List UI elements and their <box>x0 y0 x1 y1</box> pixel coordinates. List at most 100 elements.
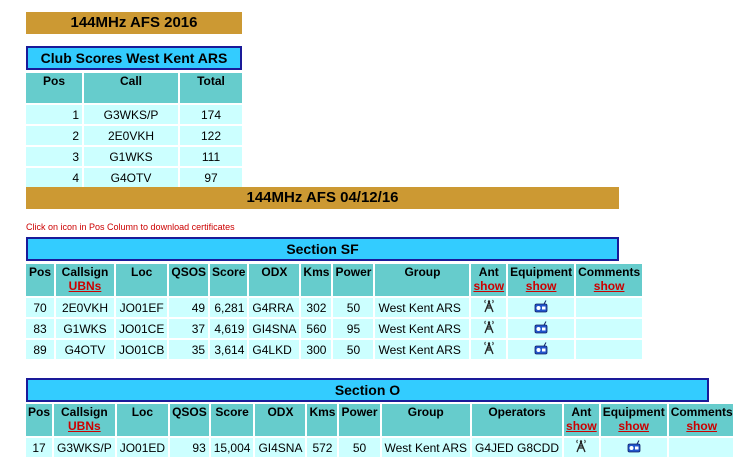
col-ant-label: Ant <box>478 265 499 279</box>
comments-cell <box>668 438 733 457</box>
antenna-cell <box>564 438 599 457</box>
table-row: 89 G4OTV JO01CB 35 3,614 G4LKD 300 50 West Kent … <box>26 340 643 359</box>
odx-cell: G4LKD <box>249 340 300 359</box>
col-callsign-label: Callsign <box>61 265 109 279</box>
antenna-icon[interactable] <box>483 299 495 316</box>
odx-cell: GI4SNA <box>249 319 300 338</box>
col-ant: Ant show <box>471 264 507 296</box>
callsign-cell: G4OTV <box>56 340 114 359</box>
odx-cell: GI4SNA <box>255 438 306 457</box>
col-qsos: QSOS <box>170 404 209 436</box>
table-row: 1 G3WKS/P 174 <box>26 105 242 124</box>
col-pos: Pos <box>26 404 53 436</box>
col-pos: Pos <box>26 264 54 296</box>
radio-cell <box>508 298 575 317</box>
antenna-cell <box>471 340 507 359</box>
comments-cell <box>576 298 643 317</box>
pos-cell: 2 <box>26 126 82 145</box>
table-row: 2 2E0VKH 122 <box>26 126 242 145</box>
qsos-cell: 35 <box>169 340 209 359</box>
power-cell: 50 <box>333 340 374 359</box>
total-cell: 111 <box>180 147 242 166</box>
callsign-cell: G3WKS/P <box>54 438 115 457</box>
col-kms: Kms <box>307 404 338 436</box>
qsos-cell: 49 <box>169 298 209 317</box>
col-power: Power <box>339 404 380 436</box>
equipment-show-link[interactable]: show <box>525 279 557 293</box>
col-callsign: Callsign UBNs <box>54 404 115 436</box>
radio-cell <box>508 319 575 338</box>
col-comments: Comments show <box>668 404 733 436</box>
power-cell: 50 <box>333 298 374 317</box>
score-cell: 15,004 <box>210 438 254 457</box>
col-score: Score <box>210 264 248 296</box>
col-ant-label: Ant <box>571 405 592 419</box>
equipment-show-link[interactable]: show <box>618 419 650 433</box>
col-call: Call <box>84 73 178 103</box>
col-power: Power <box>333 264 374 296</box>
ant-show-link[interactable]: show <box>566 419 597 433</box>
col-kms: Kms <box>301 264 332 296</box>
section-o-title: Section O <box>26 378 709 402</box>
total-cell: 122 <box>180 126 242 145</box>
col-qsos: QSOS <box>169 264 209 296</box>
table-row: 83 G1WKS JO01CE 37 4,619 GI4SNA 560 95 West Kent… <box>26 319 643 338</box>
radio-icon[interactable] <box>534 341 548 358</box>
club-scores-title: Club Scores West Kent ARS <box>26 46 242 70</box>
col-comments-label: Comments <box>670 405 733 419</box>
col-odx: ODX <box>249 264 300 296</box>
radio-icon[interactable] <box>627 439 641 456</box>
antenna-cell <box>471 319 507 338</box>
score-cell: 4,619 <box>210 319 248 338</box>
pos-cell: 70 <box>26 298 54 317</box>
radio-cell <box>508 340 575 359</box>
call-cell: 2E0VKH <box>84 126 178 145</box>
col-equipment: Equipment show <box>508 264 575 296</box>
total-cell: 97 <box>180 168 242 187</box>
section-sf-title: Section SF <box>26 237 619 261</box>
pos-cell: 1 <box>26 105 82 124</box>
kms-cell: 302 <box>301 298 332 317</box>
kms-cell: 300 <box>301 340 332 359</box>
loc-cell: JO01EF <box>116 298 168 317</box>
pos-cell: 3 <box>26 147 82 166</box>
group-cell: West Kent ARS <box>375 340 470 359</box>
ant-show-link[interactable]: show <box>473 279 505 293</box>
antenna-cell <box>471 298 507 317</box>
pos-cell: 4 <box>26 168 82 187</box>
antenna-icon[interactable] <box>483 320 495 337</box>
loc-cell: JO01CE <box>116 319 168 338</box>
event-title: 144MHz AFS 04/12/16 <box>26 187 619 209</box>
ubns-link[interactable]: UBNs <box>68 279 102 293</box>
antenna-icon[interactable] <box>575 439 587 456</box>
callsign-cell: G1WKS <box>56 319 114 338</box>
pos-cell: 89 <box>26 340 54 359</box>
col-loc: Loc <box>116 404 169 436</box>
page-title: 144MHz AFS 2016 <box>26 12 242 34</box>
col-score: Score <box>210 404 254 436</box>
col-loc: Loc <box>116 264 168 296</box>
col-odx: ODX <box>255 404 306 436</box>
certificate-note: Click on icon in Pos Column to download … <box>26 222 235 232</box>
kms-cell: 572 <box>307 438 338 457</box>
radio-icon[interactable] <box>534 299 548 316</box>
comments-cell <box>576 319 643 338</box>
kms-cell: 560 <box>301 319 332 338</box>
total-cell: 174 <box>180 105 242 124</box>
score-cell: 3,614 <box>210 340 248 359</box>
antenna-icon[interactable] <box>483 341 495 358</box>
group-cell: West Kent ARS <box>375 319 470 338</box>
call-cell: G1WKS <box>84 147 178 166</box>
col-ant: Ant show <box>564 404 599 436</box>
comments-show-link[interactable]: show <box>593 279 625 293</box>
col-pos: Pos <box>26 73 82 103</box>
comments-show-link[interactable]: show <box>686 419 718 433</box>
ubns-link[interactable]: UBNs <box>68 419 101 433</box>
table-row: 70 2E0VKH JO01EF 49 6,281 G4RRA 302 50 West Kent… <box>26 298 643 317</box>
call-cell: G3WKS/P <box>84 105 178 124</box>
col-callsign-label: Callsign <box>61 405 108 419</box>
section-o-table: Pos Callsign UBNs Loc QSOS Score ODX Kms … <box>24 402 733 459</box>
callsign-cell: 2E0VKH <box>56 298 114 317</box>
section-sf-table: Pos Callsign UBNs Loc QSOS Score ODX Kms … <box>24 262 644 361</box>
radio-icon[interactable] <box>534 320 548 337</box>
